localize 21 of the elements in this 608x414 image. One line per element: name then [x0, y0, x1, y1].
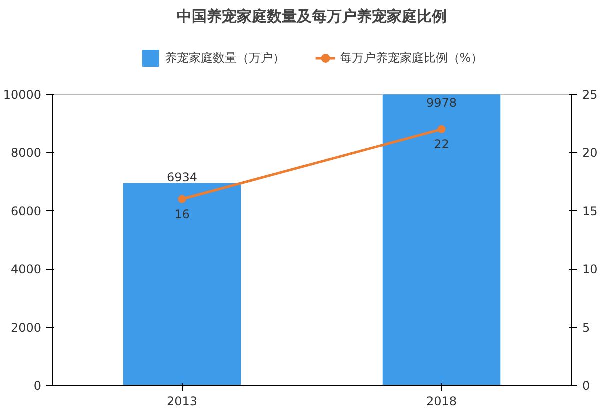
y2-tick-label: 10 — [582, 262, 598, 277]
legend-label: 养宠家庭数量（万户） — [164, 50, 285, 66]
x-tick-label: 2018 — [426, 394, 458, 408]
data-label: 6934 — [166, 170, 198, 185]
y-tick-label: 4000 — [10, 262, 42, 277]
legend-label: 每万户养宠家庭比例（%） — [340, 50, 484, 66]
y2-tick-label: 20 — [582, 146, 598, 160]
data-label: 9978 — [426, 96, 458, 110]
y2-tick-label: 25 — [582, 88, 598, 102]
data-label: 16 — [174, 207, 190, 222]
data-label: 22 — [434, 137, 450, 152]
y-tick-label: 2000 — [10, 320, 42, 335]
y-tick-label: 0 — [34, 379, 42, 393]
y-tick-label: 6000 — [10, 204, 42, 218]
x-tick-label: 2013 — [166, 394, 198, 408]
y2-tick-label: 5 — [582, 320, 590, 335]
y-tick-label: 8000 — [10, 146, 42, 160]
chart-title: 中国养宠家庭数量及每万户养宠家庭比例 — [177, 8, 447, 26]
y2-tick-label: 15 — [582, 204, 598, 218]
y2-tick-label: 0 — [582, 379, 590, 393]
y-tick-label: 10000 — [3, 88, 42, 102]
